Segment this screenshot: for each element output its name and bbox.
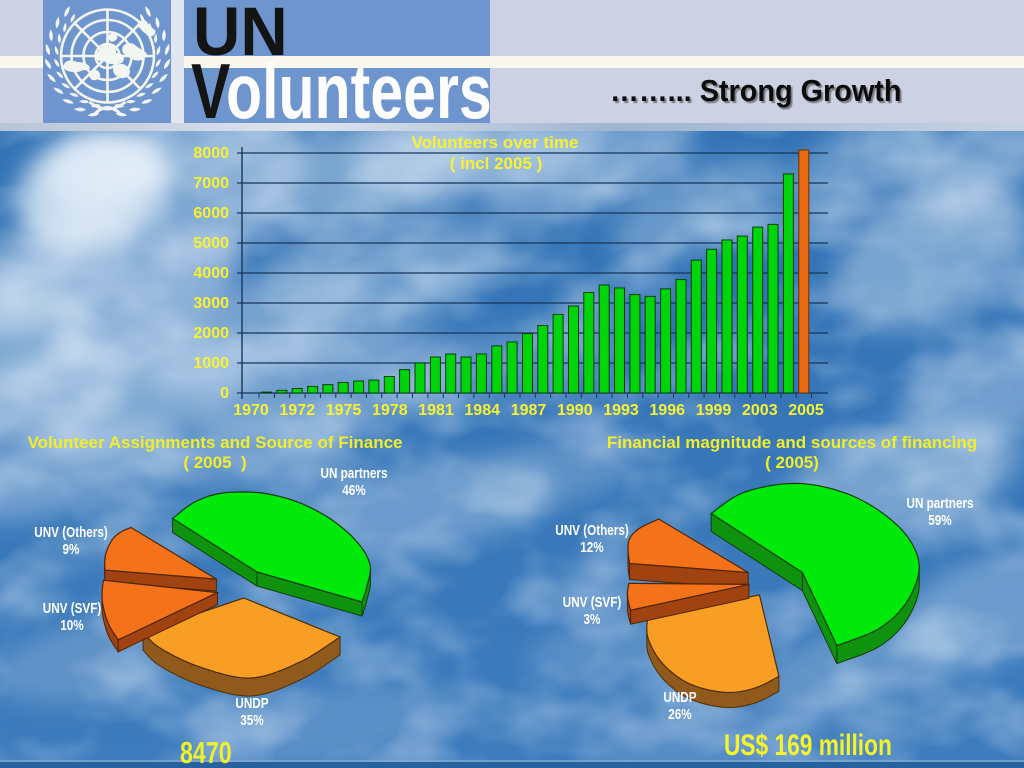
svg-text:1987: 1987 [511, 402, 547, 419]
svg-text:1993: 1993 [603, 402, 639, 419]
svg-text:1978: 1978 [372, 402, 408, 419]
svg-text:Volunteers over time: Volunteers over time [412, 133, 579, 152]
svg-text:4000: 4000 [193, 265, 229, 282]
svg-text:8000: 8000 [193, 145, 229, 162]
svg-text:1000: 1000 [193, 355, 229, 372]
svg-text:1981: 1981 [418, 402, 454, 419]
svg-text:6000: 6000 [193, 205, 229, 222]
svg-text:1996: 1996 [649, 402, 685, 419]
svg-text:2005: 2005 [788, 402, 824, 419]
svg-text:2003: 2003 [742, 402, 778, 419]
svg-text:( incl 2005 ): ( incl 2005 ) [450, 154, 543, 173]
svg-text:1975: 1975 [326, 402, 362, 419]
svg-text:2000: 2000 [193, 325, 229, 342]
svg-text:7000: 7000 [193, 175, 229, 192]
svg-text:5000: 5000 [193, 235, 229, 252]
svg-text:1990: 1990 [557, 402, 593, 419]
svg-text:1972: 1972 [279, 402, 315, 419]
svg-text:3000: 3000 [193, 295, 229, 312]
svg-text:1999: 1999 [696, 402, 732, 419]
svg-text:0: 0 [220, 385, 229, 402]
svg-text:1970: 1970 [233, 402, 269, 419]
svg-text:1984: 1984 [464, 402, 500, 419]
